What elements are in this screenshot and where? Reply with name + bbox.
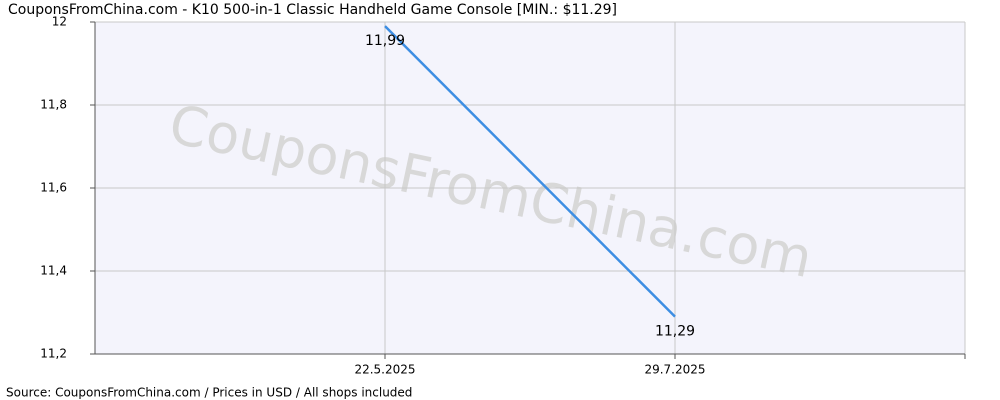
chart-title: CouponsFromChina.com - K10 500-in-1 Clas…: [8, 2, 617, 18]
data-label: 11,29: [655, 324, 695, 340]
y-tick-label: 11,4: [40, 264, 67, 278]
y-tick-label: 11,8: [40, 98, 67, 112]
y-tick-label: 11,6: [40, 181, 67, 195]
x-tick-label: 29.7.2025: [644, 363, 705, 377]
source-note: Source: CouponsFromChina.com / Prices in…: [6, 386, 412, 400]
y-tick-label: 12: [52, 15, 67, 29]
x-tick-label: 22.5.2025: [354, 363, 415, 377]
data-label: 11,99: [365, 33, 405, 49]
price-line: [384, 25, 676, 318]
y-tick-label: 11,2: [40, 347, 67, 361]
